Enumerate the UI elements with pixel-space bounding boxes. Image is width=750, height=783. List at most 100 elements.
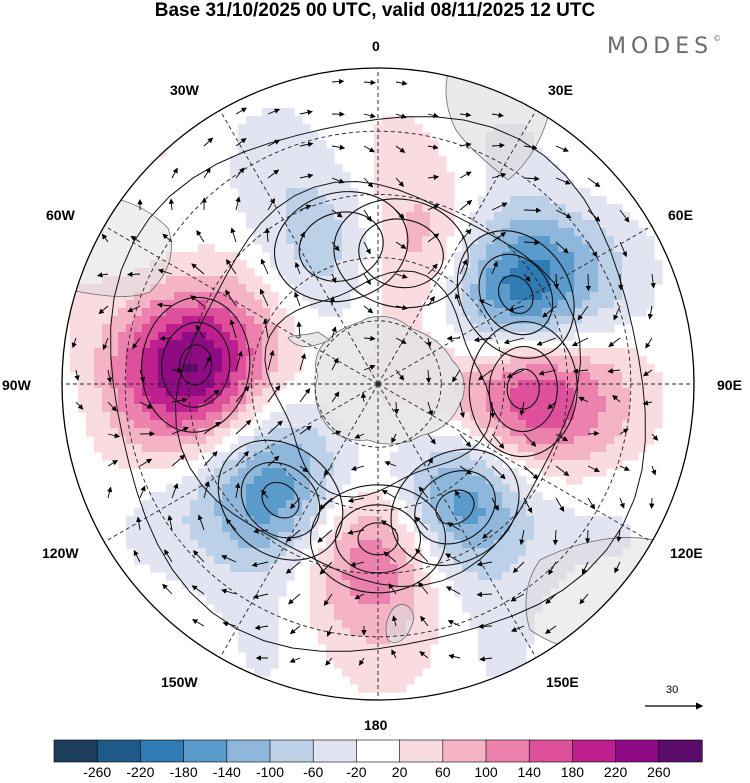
wind-vector	[235, 137, 247, 147]
anomaly-cell	[390, 668, 399, 677]
anomaly-cell	[382, 668, 391, 677]
anomaly-cell	[614, 228, 623, 237]
anomaly-cell	[494, 572, 503, 581]
anomaly-cell	[358, 684, 367, 693]
anomaly-cell	[166, 564, 175, 573]
anomaly-cell	[558, 356, 567, 365]
anomaly-cell	[230, 604, 239, 613]
anomaly-cell	[286, 540, 295, 549]
anomaly-cell	[150, 412, 159, 421]
anomaly-cell	[638, 420, 647, 429]
anomaly-cell	[150, 316, 159, 325]
anomaly-cell	[286, 276, 295, 285]
anomaly-cell	[550, 372, 559, 381]
wind-vector	[523, 207, 542, 214]
anomaly-cell	[254, 604, 263, 613]
anomaly-cell	[502, 548, 511, 557]
anomaly-cell	[654, 396, 663, 405]
anomaly-cell	[366, 540, 375, 549]
anomaly-cell	[478, 572, 487, 581]
anomaly-cell	[334, 436, 343, 445]
anomaly-cell	[94, 436, 103, 445]
anomaly-cell	[622, 308, 631, 317]
wind-vector	[192, 619, 205, 627]
anomaly-cell	[206, 492, 215, 501]
anomaly-cell	[630, 292, 639, 301]
anomaly-cell	[350, 260, 359, 269]
anomaly-cell	[222, 428, 231, 437]
anomaly-cell	[382, 572, 391, 581]
anomaly-cell	[646, 300, 655, 309]
anomaly-cell	[510, 300, 519, 309]
anomaly-cell	[110, 428, 119, 437]
anomaly-cell	[166, 484, 175, 493]
anomaly-cell	[534, 524, 543, 533]
anomaly-cell	[606, 460, 615, 469]
anomaly-cell	[190, 332, 199, 341]
anomaly-cell	[438, 452, 447, 461]
wind-vector	[235, 385, 250, 403]
wind-vector	[323, 593, 333, 606]
anomaly-cell	[582, 396, 591, 405]
anomaly-cell	[430, 484, 439, 493]
anomaly-cell	[278, 516, 287, 525]
anomaly-cell	[278, 356, 287, 365]
anomaly-cell	[598, 252, 607, 261]
anomaly-cell	[422, 188, 431, 197]
colorbar-tick-label: -100	[255, 764, 285, 780]
anomaly-cell	[542, 412, 551, 421]
anomaly-cell	[150, 276, 159, 285]
anomaly-cell	[110, 396, 119, 405]
wind-vector	[267, 169, 280, 179]
anomaly-cell	[342, 556, 351, 565]
anomaly-cell	[606, 356, 615, 365]
wind-vector	[555, 145, 569, 152]
anomaly-cell	[270, 156, 279, 165]
anomaly-cell	[190, 348, 199, 357]
anomaly-cell	[342, 212, 351, 221]
anomaly-cell	[214, 460, 223, 469]
anomaly-cell	[390, 516, 399, 525]
anomaly-cell	[590, 396, 599, 405]
anomaly-cell	[534, 428, 543, 437]
anomaly-cell	[526, 540, 535, 549]
anomaly-cell	[590, 516, 599, 525]
anomaly-cell	[334, 204, 343, 213]
anomaly-cell	[246, 132, 255, 141]
anomaly-cell	[318, 564, 327, 573]
anomaly-cell	[406, 204, 415, 213]
anomaly-cell	[574, 388, 583, 397]
anomaly-cell	[158, 388, 167, 397]
anomaly-cell	[406, 164, 415, 173]
chart-title: Base 31/10/2025 00 UTC, valid 08/11/2025…	[154, 0, 596, 21]
anomaly-cell	[494, 564, 503, 573]
anomaly-cell	[246, 516, 255, 525]
anomaly-cell	[566, 516, 575, 525]
anomaly-cell	[190, 444, 199, 453]
wind-vector	[107, 433, 121, 439]
anomaly-cell	[270, 612, 279, 621]
anomaly-cell	[438, 164, 447, 173]
anomaly-cell	[310, 580, 319, 589]
anomaly-cell	[462, 324, 471, 333]
anomaly-cell	[150, 284, 159, 293]
anomaly-cell	[622, 348, 631, 357]
anomaly-cell	[446, 500, 455, 509]
anomaly-cell	[78, 308, 87, 317]
anomaly-cell	[606, 532, 615, 541]
anomaly-cell	[206, 340, 215, 349]
anomaly-cell	[286, 108, 295, 117]
anomaly-cell	[566, 356, 575, 365]
anomaly-cell	[286, 140, 295, 149]
anomaly-cell	[158, 524, 167, 533]
anomaly-cell	[334, 276, 343, 285]
anomaly-cell	[486, 372, 495, 381]
anomaly-cell	[414, 260, 423, 269]
anomaly-cell	[318, 636, 327, 645]
anomaly-cell	[102, 276, 111, 285]
anomaly-cell	[526, 212, 535, 221]
anomaly-cell	[134, 308, 143, 317]
colorbar-tick-label: 220	[603, 764, 628, 780]
anomaly-cell	[350, 604, 359, 613]
anomaly-cell	[286, 484, 295, 493]
